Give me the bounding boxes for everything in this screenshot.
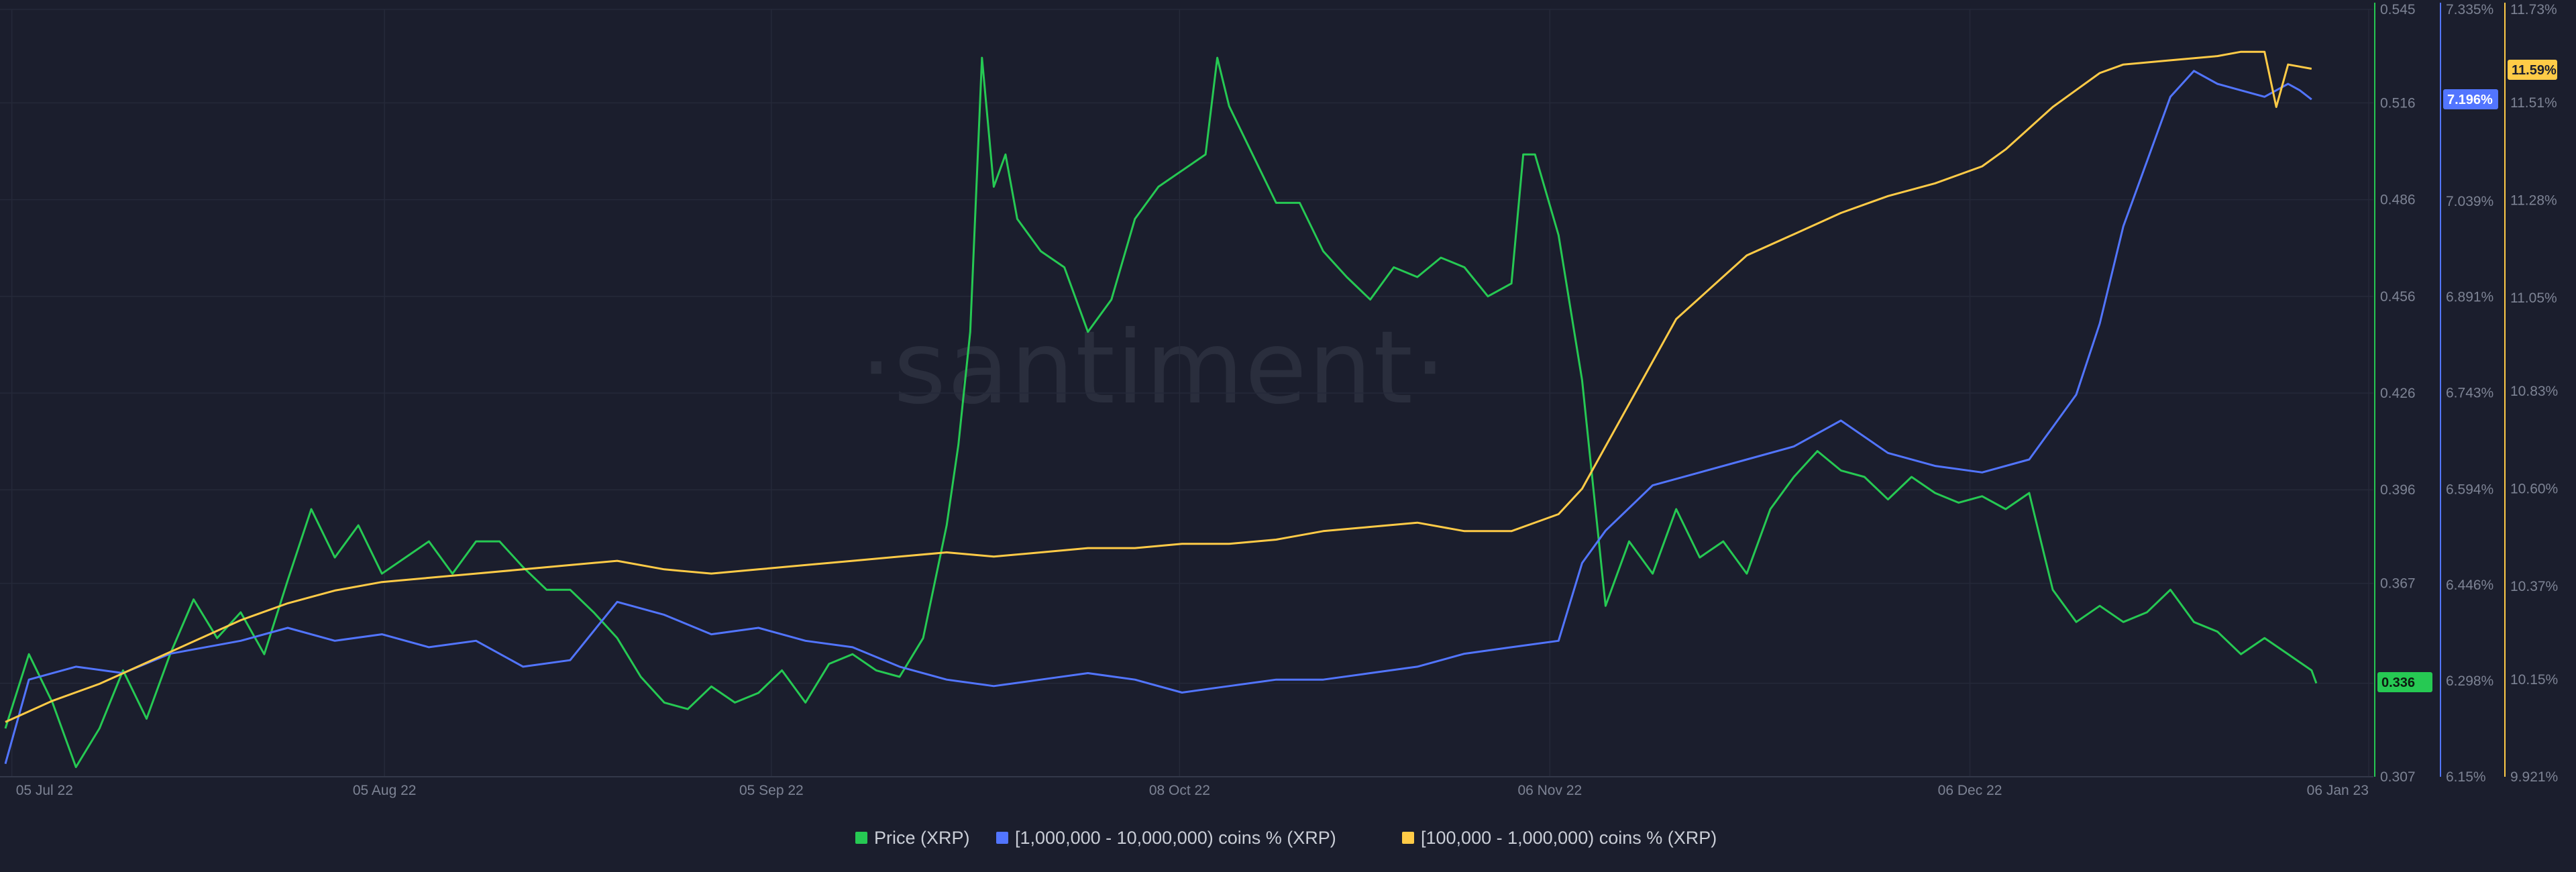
legend-swatch [996,832,1008,844]
large_holders-badge-bg [2443,89,2498,109]
series-line-1 [4,56,2318,769]
mid_holders-tick-label: 11.51% [2510,95,2557,111]
price-tick-label: 0.426 [2380,386,2416,401]
price-badge-bg [2377,672,2432,692]
price-tick-label: 0.545 [2380,2,2416,17]
series-line-3 [5,50,2312,723]
price-tick-label: 0.456 [2380,289,2416,305]
large_holders-tick-label: 7.039% [2446,194,2493,209]
mid_holders-badge-text: 11.59% [2512,63,2557,78]
series-layer [4,50,2318,769]
mid_holders-tick-label: 9.921% [2510,769,2558,785]
watermark-text: ·santiment· [860,310,1447,427]
x-tick-label: 08 Oct 22 [1149,783,1210,798]
price-tick-label: 0.307 [2380,769,2416,785]
series-line-2 [4,70,2312,765]
x-tick-label: 06 Nov 22 [1517,783,1582,798]
mid_holders-tick-label: 10.60% [2510,482,2558,497]
large_holders-tick-label: 6.891% [2446,290,2493,305]
price-tick-label: 0.486 [2380,193,2416,208]
x-tick-label: 06 Jan 23 [2307,783,2369,798]
legend-item-2[interactable]: [1,000,000 - 10,000,000) coins % (XRP) [996,828,1336,848]
large_holders-tick-label: 6.15% [2446,769,2486,785]
mid_holders-tick-label: 10.15% [2510,672,2558,688]
legend-item-1[interactable]: Price (XRP) [855,828,970,848]
price-tick-label: 0.396 [2380,482,2416,498]
x-tick-label: 05 Aug 22 [353,783,417,798]
large_holders-tick-label: 6.446% [2446,578,2493,593]
mid_holders-tick-label: 10.37% [2510,579,2558,594]
legend-label: [1,000,000 - 10,000,000) coins % (XRP) [1015,828,1336,848]
large_holders-badge-text: 7.196% [2447,93,2493,107]
large_holders-tick-label: 6.594% [2446,482,2493,497]
legend-item-3[interactable]: [100,000 - 1,000,000) coins % (XRP) [1402,828,1717,848]
legend-label: Price (XRP) [874,828,970,848]
legend: Price (XRP) [1,000,000 - 10,000,000) coin… [855,828,1717,848]
mid_holders-tick-label: 11.28% [2510,193,2557,209]
axes-layer: 05 Jul 22 05 Aug 22 05 Sep 22 08 Oct 22 06 N… [0,2,2558,798]
price-value-badge: 0.336 [2377,672,2432,692]
legend-label: [100,000 - 1,000,000) coins % (XRP) [1421,828,1717,848]
mid_holders-tick-label: 11.05% [2510,290,2557,306]
x-tick-label: 05 Jul 22 [16,783,73,798]
legend-swatch [1402,832,1414,844]
x-tick-label: 05 Sep 22 [739,783,804,798]
x-tick-label: 06 Dec 22 [1938,783,2002,798]
legend-swatch [855,832,867,844]
large_holders-tick-label: 7.335% [2446,2,2493,17]
large_holders-value-badge: 7.196% [2443,89,2498,109]
mid_holders-value-badge: 11.59% [2508,60,2557,80]
price-tick-label: 0.367 [2380,576,2416,592]
price-badge-text: 0.336 [2381,675,2415,690]
mid_holders-badge-bg [2508,60,2557,80]
mid_holders-tick-label: 10.83% [2510,384,2558,399]
large_holders-tick-label: 6.298% [2446,673,2493,689]
price-tick-label: 0.516 [2380,95,2416,111]
mid_holders-tick-label: 11.73% [2510,2,2557,17]
large_holders-tick-label: 6.743% [2446,386,2493,401]
gridlines [0,9,2373,777]
